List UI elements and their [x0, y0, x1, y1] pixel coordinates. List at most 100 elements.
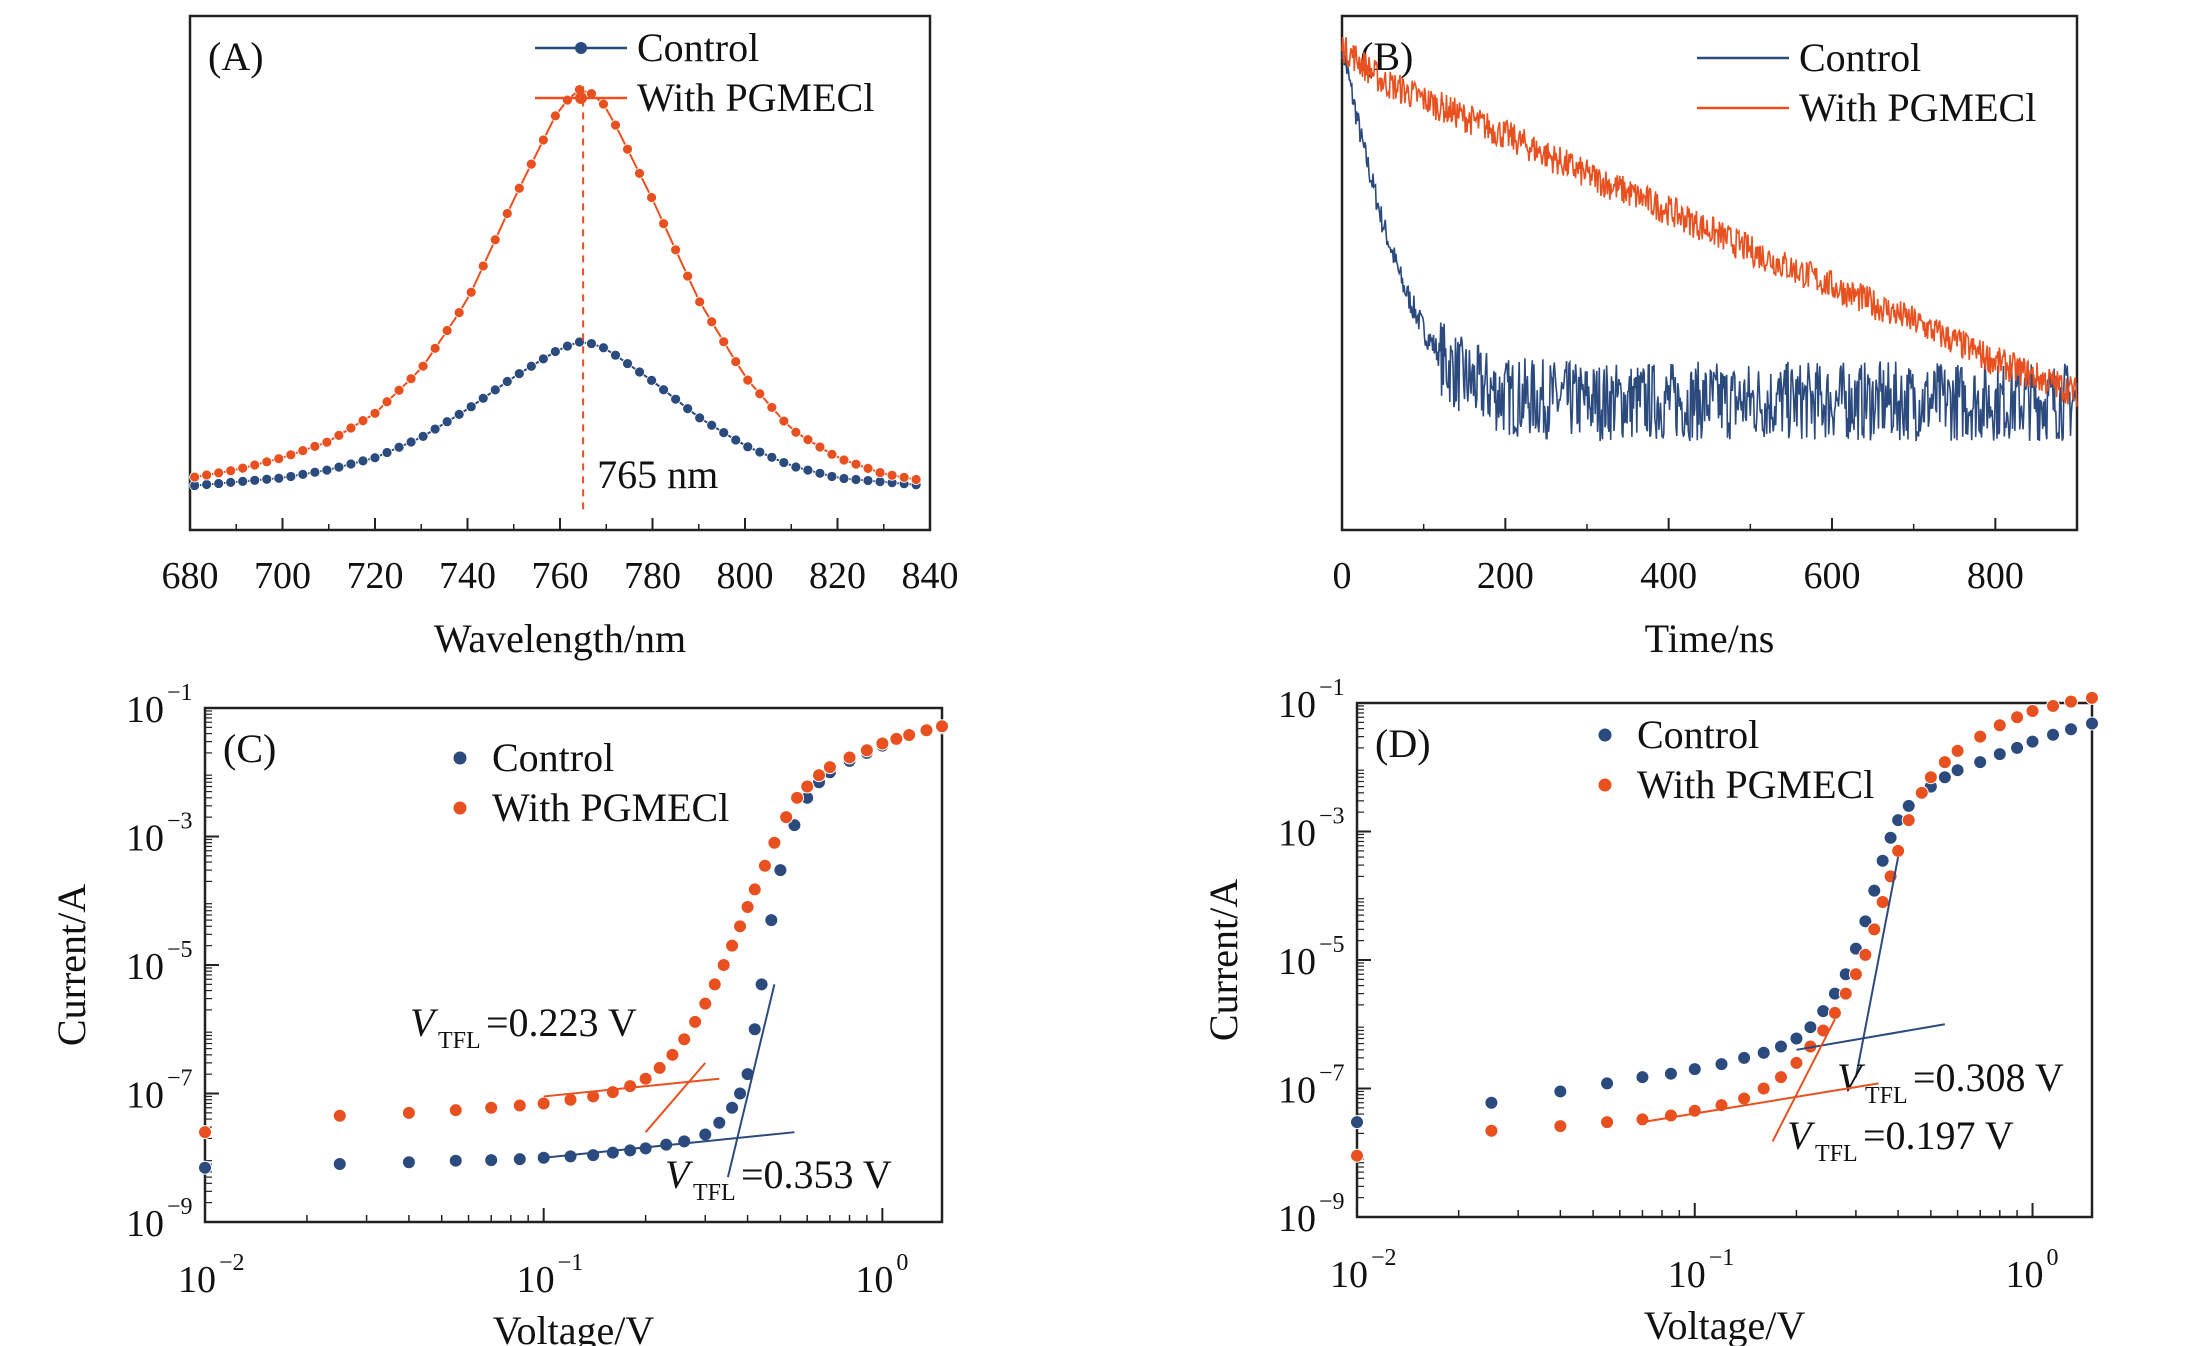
x-tick-exponent: −1 — [1709, 1245, 1735, 1271]
data-point — [537, 353, 549, 365]
data-point — [814, 441, 826, 453]
chart-panel-1: (A) 680 700 720 740 760 780 800 820 840 Wavelength… — [162, 14, 959, 661]
data-point — [725, 938, 740, 953]
vtfl-annotation: V TFL =0.223 V — [410, 1000, 637, 1054]
data-point — [740, 1067, 755, 1082]
data-point — [1838, 986, 1853, 1001]
data-point — [712, 1115, 727, 1130]
y-tick-label: 10 — [1278, 1070, 1316, 1112]
data-point — [1883, 830, 1898, 845]
fit-line-trap — [543, 1131, 795, 1159]
y-axis-label: Current/A — [1201, 879, 1246, 1041]
data-point — [779, 810, 794, 825]
data-point — [790, 790, 805, 805]
data-point — [747, 882, 762, 897]
fit-line-steep — [726, 984, 776, 1178]
data-point — [321, 464, 333, 476]
data-point — [586, 1148, 601, 1163]
data-point — [225, 477, 237, 488]
y-tick-exponent: −3 — [1319, 804, 1345, 830]
data-point — [513, 368, 525, 379]
data-point — [381, 447, 393, 458]
data-point — [1756, 1045, 1771, 1060]
x-tick-label: 600 — [1804, 555, 1861, 597]
data-point — [1973, 755, 1988, 770]
legend-marker — [575, 42, 587, 54]
y-tick-exponent: −1 — [167, 680, 193, 706]
data-point — [345, 458, 357, 470]
legend: Control With PGMECl — [535, 25, 874, 120]
data-point — [1950, 743, 1965, 758]
data-point — [453, 307, 465, 319]
data-point — [321, 436, 333, 448]
data-point — [1756, 1081, 1771, 1096]
data-point — [525, 360, 537, 372]
vtfl-symbol: V — [1837, 1055, 1866, 1100]
data-point — [309, 441, 321, 452]
data-point — [369, 407, 381, 419]
data-point — [2046, 698, 2061, 713]
data-point — [754, 388, 766, 400]
x-tick-label: 800 — [717, 555, 774, 597]
panel-label: (C) — [223, 726, 276, 771]
data-point — [512, 1098, 527, 1113]
data-point — [297, 468, 309, 480]
data-point — [1553, 1084, 1568, 1099]
y-tick-exponent: −9 — [1319, 1189, 1345, 1215]
data-point — [332, 1156, 347, 1171]
data-point — [802, 464, 814, 476]
fit-line-trap — [1642, 1082, 1879, 1124]
data-point — [1350, 1115, 1364, 1130]
data-point — [764, 913, 779, 928]
data-point — [665, 1047, 680, 1062]
data-point — [725, 1100, 740, 1115]
data-point — [778, 457, 790, 468]
series-control — [189, 336, 922, 491]
data-point — [249, 474, 261, 486]
y-tick-exponent: −1 — [1319, 675, 1345, 701]
data-point — [536, 1096, 551, 1111]
vtfl-subscript: TFL — [438, 1028, 481, 1054]
data-point — [1803, 1020, 1818, 1035]
data-point — [1687, 1062, 1702, 1077]
y-tick-exponent: −3 — [167, 809, 193, 835]
data-point — [874, 467, 886, 478]
plot-frame — [1340, 14, 2079, 532]
x-tick-label: 840 — [902, 555, 959, 597]
data-point — [586, 338, 597, 349]
x-axis-label: Time/ns — [1645, 616, 1775, 661]
data-point — [706, 316, 718, 328]
x-tick-label: 10 — [517, 1259, 555, 1301]
data-point — [405, 436, 417, 448]
vtfl-subscript: TFL — [1815, 1141, 1858, 1167]
data-point — [859, 743, 874, 758]
fit-line-steep — [644, 1062, 707, 1133]
y-tick-exponent: −7 — [167, 1066, 193, 1092]
data-point — [237, 475, 249, 487]
data-point — [610, 349, 621, 361]
data-point — [586, 1089, 601, 1104]
data-point — [448, 1153, 463, 1168]
data-point — [393, 384, 405, 396]
data-point — [401, 1105, 416, 1120]
data-point — [658, 384, 669, 396]
data-point — [623, 1079, 638, 1094]
data-point — [754, 977, 769, 992]
data-point — [1553, 1119, 1568, 1134]
y-tick-exponent: −5 — [167, 937, 193, 963]
data-point — [1914, 785, 1929, 800]
vtfl-value: =0.353 V — [741, 1152, 892, 1197]
data-point — [1714, 1057, 1729, 1072]
data-point — [465, 286, 477, 298]
data-point — [501, 208, 513, 219]
data-point — [790, 461, 802, 473]
data-point — [448, 1103, 463, 1118]
data-point — [1891, 843, 1906, 858]
data-point — [862, 475, 874, 486]
data-point — [285, 449, 297, 461]
data-point — [622, 358, 633, 369]
vtfl-value: =0.197 V — [1863, 1113, 2014, 1158]
data-point — [682, 270, 694, 282]
data-point — [652, 1060, 667, 1075]
